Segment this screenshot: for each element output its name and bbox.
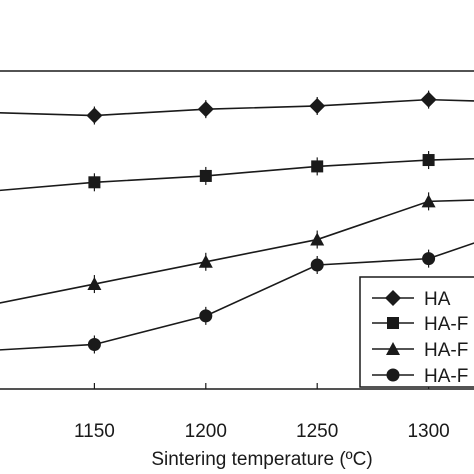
x-tick-label: 1250 <box>296 421 338 442</box>
legend-entry-4: HA-F <box>372 366 468 387</box>
x-tick-label: 1300 <box>407 421 449 442</box>
legend-label: HA-F <box>424 314 468 335</box>
data-point-triangle <box>421 194 436 208</box>
data-point-square <box>88 176 101 189</box>
legend-entry-2: HA-F <box>372 314 468 335</box>
data-point-circle <box>87 337 101 351</box>
data-point-square <box>311 160 324 173</box>
plot-frame <box>0 70 474 390</box>
legend-entry-1: HA <box>372 289 451 310</box>
series-line-3 <box>0 199 474 304</box>
legend-marker-diamond <box>385 290 401 306</box>
data-point-circle <box>422 252 436 266</box>
series-3 <box>0 192 474 304</box>
series-line-2 <box>0 157 474 192</box>
x-tick-label: 1150 <box>74 421 115 442</box>
series-line-4 <box>0 242 474 351</box>
x-tick-label: 1200 <box>185 421 227 442</box>
data-point-triangle <box>198 254 213 268</box>
legend-box <box>359 276 474 388</box>
x-axis-ticks: 001150120012501300 <box>74 383 450 442</box>
legend-marker-triangle <box>386 342 400 355</box>
data-point-diamond <box>309 97 326 114</box>
data-point-triangle <box>87 277 102 291</box>
series-line-1 <box>0 98 474 117</box>
series-4 <box>0 242 474 354</box>
legend-marker-circle <box>386 368 400 382</box>
data-point-triangle <box>310 232 325 246</box>
x-axis-title: Sintering temperature (ºC) <box>151 449 372 470</box>
series-layer <box>0 90 474 354</box>
data-point-square <box>422 154 435 167</box>
data-point-diamond <box>197 101 214 118</box>
legend-label: HA-F <box>424 366 468 387</box>
legend-label: HA-F <box>424 340 468 361</box>
legend: HA HA-F HA-F HA-F <box>359 276 474 388</box>
series-2 <box>0 151 474 192</box>
data-point-circle <box>310 258 324 272</box>
data-point-circle <box>199 309 213 323</box>
legend-marker-square <box>387 317 399 329</box>
series-1 <box>0 90 474 125</box>
legend-label: HA <box>424 289 451 310</box>
legend-entry-3: HA-F <box>372 340 468 361</box>
data-point-diamond <box>420 91 437 108</box>
data-point-square <box>199 169 212 182</box>
data-point-diamond <box>86 107 103 124</box>
